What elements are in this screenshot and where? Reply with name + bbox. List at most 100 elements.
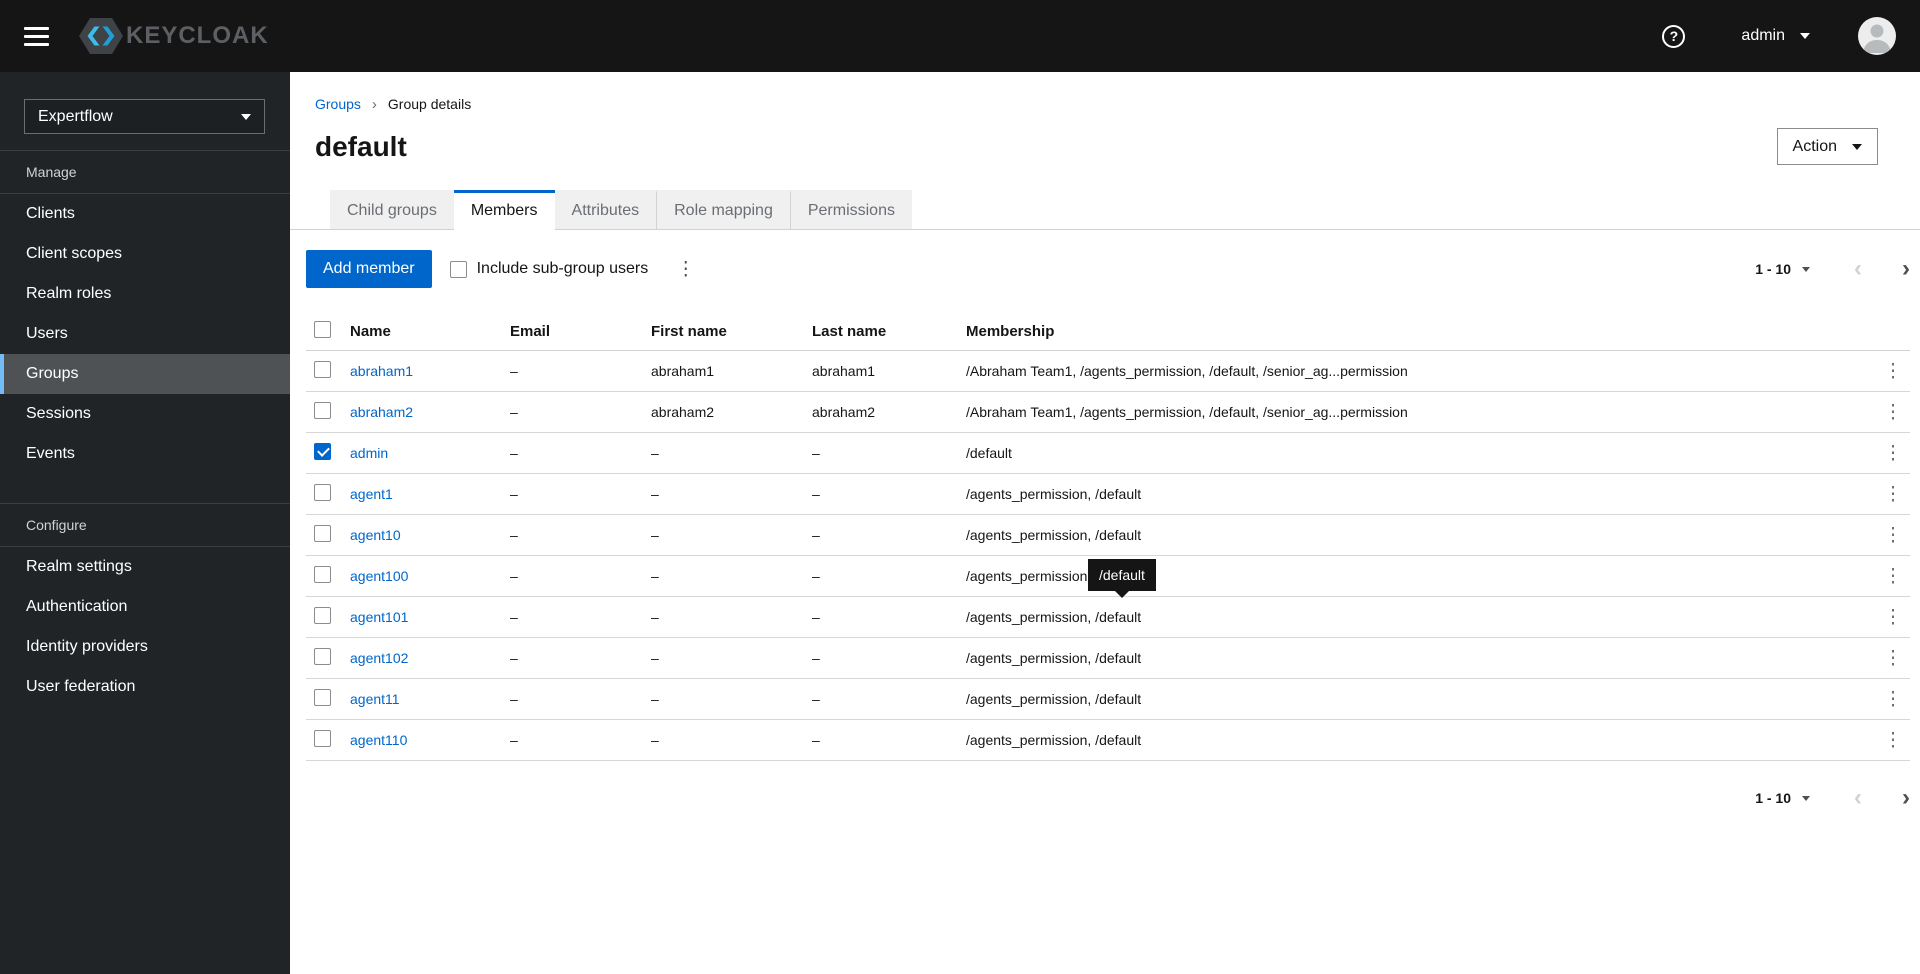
member-last-name: – xyxy=(812,486,820,502)
row-kebab-menu-icon[interactable] xyxy=(1884,403,1903,422)
pagination-options-chevron-down-icon[interactable] xyxy=(1802,795,1810,801)
user-avatar-icon xyxy=(1863,24,1891,53)
include-subgroups-control: Include sub-group users xyxy=(449,260,648,278)
member-name-link[interactable]: abraham1 xyxy=(350,363,414,379)
avatar[interactable] xyxy=(1858,17,1896,55)
table-row: agent10 – – – /agents_permission, /defau… xyxy=(306,515,1910,556)
table-row: agent110 – – – /agents_permission, /defa… xyxy=(306,720,1910,761)
add-member-button[interactable]: Add member xyxy=(306,250,432,288)
tab-child-groups[interactable]: Child groups xyxy=(330,190,454,229)
table-row: agent101 – – – /agents_permission, /defa… xyxy=(306,597,1910,638)
table-row: abraham2 – abraham2 abraham2 /Abraham Te… xyxy=(306,392,1910,433)
tab-permissions[interactable]: Permissions xyxy=(789,190,912,229)
member-membership: /agents_permission, /default xyxy=(966,527,1142,543)
member-first-name: – xyxy=(651,568,659,584)
action-dropdown-button[interactable]: Action xyxy=(1776,128,1878,165)
member-first-name: – xyxy=(651,486,659,502)
brand-text: KEYCLOAK xyxy=(126,22,269,49)
table-row: admin – – – /default xyxy=(306,433,1910,474)
row-kebab-menu-icon[interactable] xyxy=(1884,362,1903,381)
row-checkbox[interactable] xyxy=(314,607,331,624)
member-first-name: abraham2 xyxy=(651,404,715,420)
row-kebab-menu-icon[interactable] xyxy=(1884,444,1903,463)
sidebar-item-events[interactable]: Events xyxy=(26,445,75,462)
row-checkbox[interactable] xyxy=(314,484,331,501)
member-membership: /agents_permission, /default xyxy=(966,732,1142,748)
include-subgroups-checkbox[interactable] xyxy=(449,260,467,278)
sidebar-item-realm-settings[interactable]: Realm settings xyxy=(26,558,132,575)
member-name-link[interactable]: agent101 xyxy=(350,609,409,625)
pagination-prev-icon[interactable] xyxy=(1854,786,1862,810)
sidebar-item-sessions[interactable]: Sessions xyxy=(26,405,91,422)
member-first-name: – xyxy=(651,691,659,707)
pagination-next-icon[interactable] xyxy=(1902,257,1910,281)
row-kebab-menu-icon[interactable] xyxy=(1884,690,1903,709)
row-kebab-menu-icon[interactable] xyxy=(1884,567,1903,586)
member-membership: /agents_permission, /default xyxy=(966,691,1142,707)
action-label: Action xyxy=(1792,137,1837,155)
member-name-link[interactable]: admin xyxy=(350,445,389,461)
sidebar-item-realm-roles[interactable]: Realm roles xyxy=(26,285,112,302)
row-kebab-menu-icon[interactable] xyxy=(1884,485,1903,504)
member-last-name: abraham2 xyxy=(812,404,876,420)
row-checkbox[interactable] xyxy=(314,648,331,665)
member-email: – xyxy=(510,650,518,666)
tab-bar: Child groups Members Attributes Role map… xyxy=(290,190,1920,230)
member-email: – xyxy=(510,568,518,584)
tab-attributes[interactable]: Attributes xyxy=(554,190,657,229)
member-membership: /Abraham Team1, /agents_permission, /def… xyxy=(966,404,1408,420)
row-checkbox[interactable] xyxy=(314,730,331,747)
help-icon[interactable]: ? xyxy=(1662,24,1686,48)
row-checkbox[interactable] xyxy=(314,689,331,706)
row-kebab-menu-icon[interactable] xyxy=(1884,731,1903,750)
row-checkbox[interactable] xyxy=(314,361,331,378)
sidebar-item-identity-providers[interactable]: Identity providers xyxy=(26,638,148,655)
member-membership: /agents_permission, /default xyxy=(966,650,1142,666)
breadcrumb-separator-icon: › xyxy=(371,95,377,113)
row-checkbox[interactable] xyxy=(314,402,331,419)
select-all-checkbox[interactable] xyxy=(314,320,331,338)
row-kebab-menu-icon[interactable] xyxy=(1884,526,1903,545)
pagination-options-chevron-down-icon[interactable] xyxy=(1802,266,1810,272)
sidebar-item-groups[interactable]: Groups xyxy=(0,354,290,394)
member-email: – xyxy=(510,732,518,748)
tab-members[interactable]: Members xyxy=(453,190,555,230)
member-name-link[interactable]: agent110 xyxy=(350,732,408,748)
pagination-top: 1 - 10 xyxy=(1755,250,1910,288)
hamburger-menu-icon[interactable] xyxy=(24,26,49,46)
member-name-link[interactable]: agent1 xyxy=(350,486,393,502)
pagination-next-icon[interactable] xyxy=(1902,786,1910,810)
row-kebab-menu-icon[interactable] xyxy=(1884,608,1903,627)
member-email: – xyxy=(510,363,518,379)
sidebar-item-user-federation[interactable]: User federation xyxy=(26,678,136,695)
breadcrumb: Groups › Group details xyxy=(315,96,1878,112)
realm-selector[interactable]: Expertflow xyxy=(24,99,265,134)
member-name-link[interactable]: agent11 xyxy=(350,691,400,707)
row-kebab-menu-icon[interactable] xyxy=(1884,649,1903,668)
member-name-link[interactable]: agent102 xyxy=(350,650,409,666)
breadcrumb-current: Group details xyxy=(387,96,472,112)
member-email: – xyxy=(510,445,518,461)
row-checkbox[interactable] xyxy=(314,566,331,583)
member-name-link[interactable]: abraham2 xyxy=(350,404,414,420)
toolbar-kebab-menu-icon[interactable] xyxy=(676,260,695,279)
member-name-link[interactable]: agent100 xyxy=(350,568,409,584)
sidebar-item-client-scopes[interactable]: Client scopes xyxy=(26,245,123,262)
member-last-name: – xyxy=(812,650,820,666)
row-checkbox[interactable] xyxy=(314,525,331,542)
member-first-name: – xyxy=(651,527,659,543)
row-checkbox[interactable] xyxy=(314,443,331,460)
tab-role-mapping[interactable]: Role mapping xyxy=(656,190,790,229)
member-membership: /default xyxy=(966,445,1012,461)
sidebar-item-clients[interactable]: Clients xyxy=(26,205,75,222)
member-last-name: – xyxy=(812,691,820,707)
column-header-membership: Membership xyxy=(966,322,1055,340)
member-name-link[interactable]: agent10 xyxy=(350,527,401,543)
column-header-email: Email xyxy=(510,322,551,340)
pagination-prev-icon[interactable] xyxy=(1854,257,1862,281)
member-email: – xyxy=(510,691,518,707)
sidebar-item-authentication[interactable]: Authentication xyxy=(26,598,128,615)
sidebar-item-users[interactable]: Users xyxy=(26,325,68,342)
breadcrumb-groups-link[interactable]: Groups xyxy=(315,96,361,112)
user-menu[interactable]: admin xyxy=(1741,27,1810,45)
